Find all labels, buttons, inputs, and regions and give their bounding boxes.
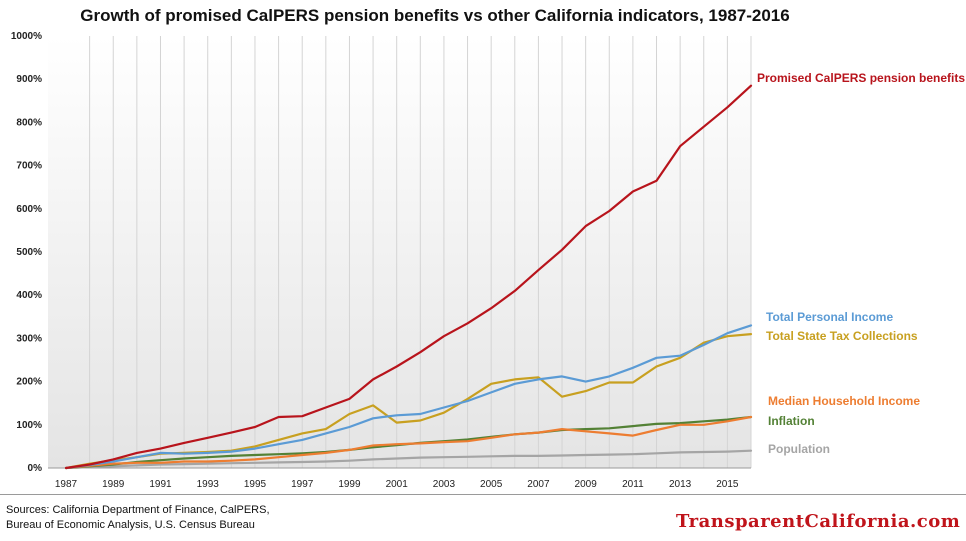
sources-line-1: Sources: California Department of Financ… — [6, 504, 270, 516]
y-tick-label: 400% — [16, 290, 42, 301]
line-chart: 0% 100% 200% 300% 400% 500% 600% 700% 800% 900% 10… — [11, 31, 966, 490]
x-tick-label: 1997 — [291, 479, 314, 490]
x-tick-label: 2013 — [669, 479, 692, 490]
y-tick-label: 1000% — [11, 31, 42, 42]
x-tick-label: 2015 — [716, 479, 739, 490]
y-tick-label: 800% — [16, 117, 42, 128]
legend-label-promised-calpers-pension-benefits: Promised CalPERS pension benefits — [757, 71, 965, 85]
y-tick-label: 600% — [16, 204, 42, 215]
legend-label-median-household-income: Median Household Income — [768, 394, 920, 408]
x-tick-label: 1999 — [338, 479, 361, 490]
y-tick-label: 900% — [16, 74, 42, 85]
x-tick-label: 2009 — [575, 479, 598, 490]
y-tick-label: 500% — [16, 247, 42, 258]
sources-line-2: Bureau of Economic Analysis, U.S. Census… — [6, 519, 255, 531]
x-tick-label: 2001 — [386, 479, 409, 490]
sources-note: Sources: California Department of Financ… — [6, 503, 270, 533]
series-line-promised-calpers-pension-benefits — [64, 84, 753, 470]
x-tick-label: 1989 — [102, 479, 125, 490]
y-tick-label: 0% — [28, 463, 43, 474]
series-lines — [64, 84, 753, 470]
series-labels: Promised CalPERS pension benefits Total P… — [757, 71, 965, 456]
x-tick-label: 1991 — [149, 479, 172, 490]
x-tick-label: 1987 — [55, 479, 78, 490]
chart-title: Growth of promised CalPERS pension benef… — [80, 6, 790, 25]
x-tick-label: 1995 — [244, 479, 267, 490]
y-tick-label: 700% — [16, 161, 42, 172]
x-tick-label: 2005 — [480, 479, 503, 490]
x-tick-label: 2011 — [622, 479, 644, 490]
y-tick-label: 300% — [16, 333, 42, 344]
legend-label-total-personal-income: Total Personal Income — [766, 310, 893, 324]
plot-area — [48, 36, 751, 468]
y-tick-label: 100% — [16, 420, 42, 431]
x-tick-label: 2007 — [527, 479, 550, 490]
brand-logo-text: TransparentCalifornia.com — [676, 511, 961, 532]
series-line-median-household-income — [64, 415, 753, 470]
series-line-total-personal-income — [64, 324, 753, 470]
x-tick-label: 2003 — [433, 479, 456, 490]
axes: 0% 100% 200% 300% 400% 500% 600% 700% 800% 900% 10… — [11, 31, 751, 490]
series-line-population — [64, 449, 753, 470]
legend-label-population: Population — [768, 442, 830, 456]
legend-label-inflation: Inflation — [768, 414, 815, 428]
y-tick-label: 200% — [16, 377, 42, 388]
x-tick-label: 1993 — [197, 479, 220, 490]
footer-divider — [0, 494, 966, 495]
legend-label-total-state-tax-collections: Total State Tax Collections — [766, 329, 918, 343]
